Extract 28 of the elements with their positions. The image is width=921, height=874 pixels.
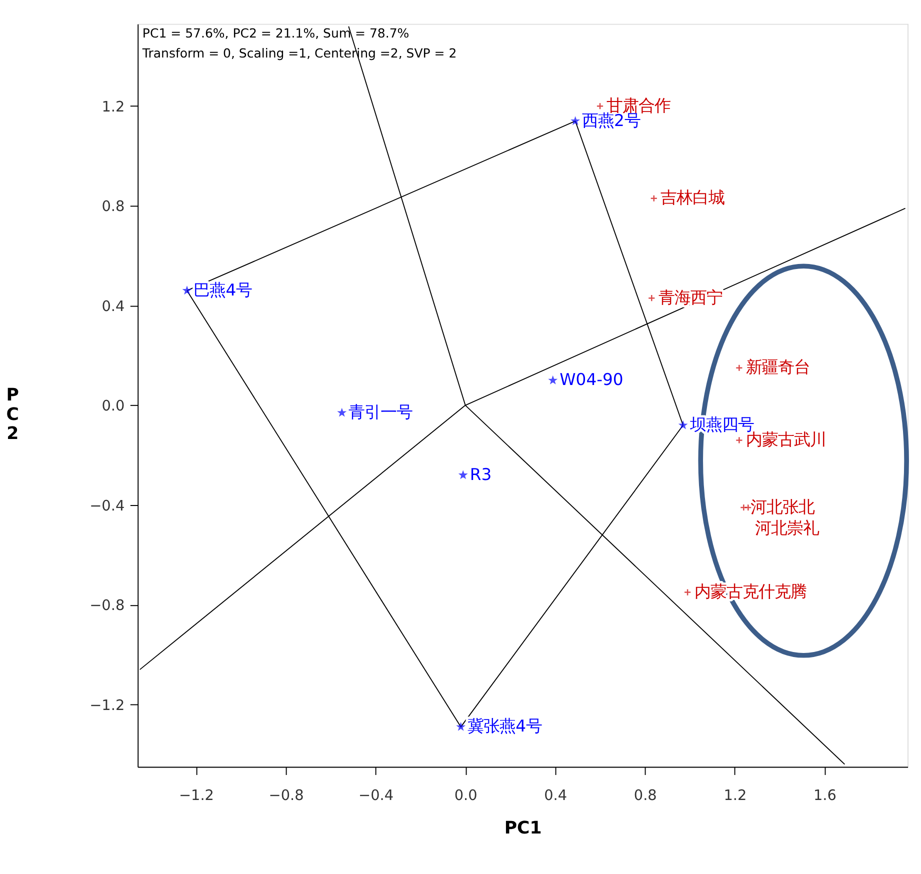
y-axis-title: PC2 [6, 386, 19, 444]
annotation: 河北崇礼 [754, 518, 819, 538]
y-tick-label: 0.0 [102, 398, 125, 415]
annotation: 河北张北 [750, 497, 814, 516]
y-tick-label: 0.4 [102, 298, 125, 315]
annotation: 冀张燕4号 [468, 716, 542, 736]
y-tick-label: 1.2 [102, 99, 125, 116]
annotation: 新疆奇台 [746, 358, 810, 377]
y-tick-label: −1.2 [90, 698, 125, 714]
x-tick-label: 0.4 [544, 788, 568, 804]
annotation: 吉林白城 [660, 188, 725, 208]
annotation: R3 [470, 464, 492, 484]
x-tick-label: −0.4 [358, 788, 394, 804]
x-tick-label: −0.8 [268, 788, 304, 804]
annotation: W04-90 [560, 370, 624, 390]
y-tick-label: −0.4 [90, 498, 125, 514]
x-tick-label: 0.0 [454, 788, 478, 804]
y-tick-label: −0.8 [90, 598, 125, 614]
x-axis-title: PC1 [504, 818, 542, 839]
annotation: 内蒙古武川 [746, 430, 826, 450]
y-tick-label: 0.8 [102, 199, 125, 216]
x-tick-label: 1.2 [724, 788, 747, 804]
annotation: 巴燕4号 [194, 280, 252, 300]
x-tick-label: 0.8 [634, 788, 657, 804]
x-tick-label: 1.6 [813, 788, 836, 804]
annotation: PC1 = 57.6%, PC2 = 21.1%, Sum = 78.7% [142, 25, 410, 40]
x-tick-label: −1.2 [178, 788, 214, 804]
annotation: 青引一号 [348, 402, 413, 422]
